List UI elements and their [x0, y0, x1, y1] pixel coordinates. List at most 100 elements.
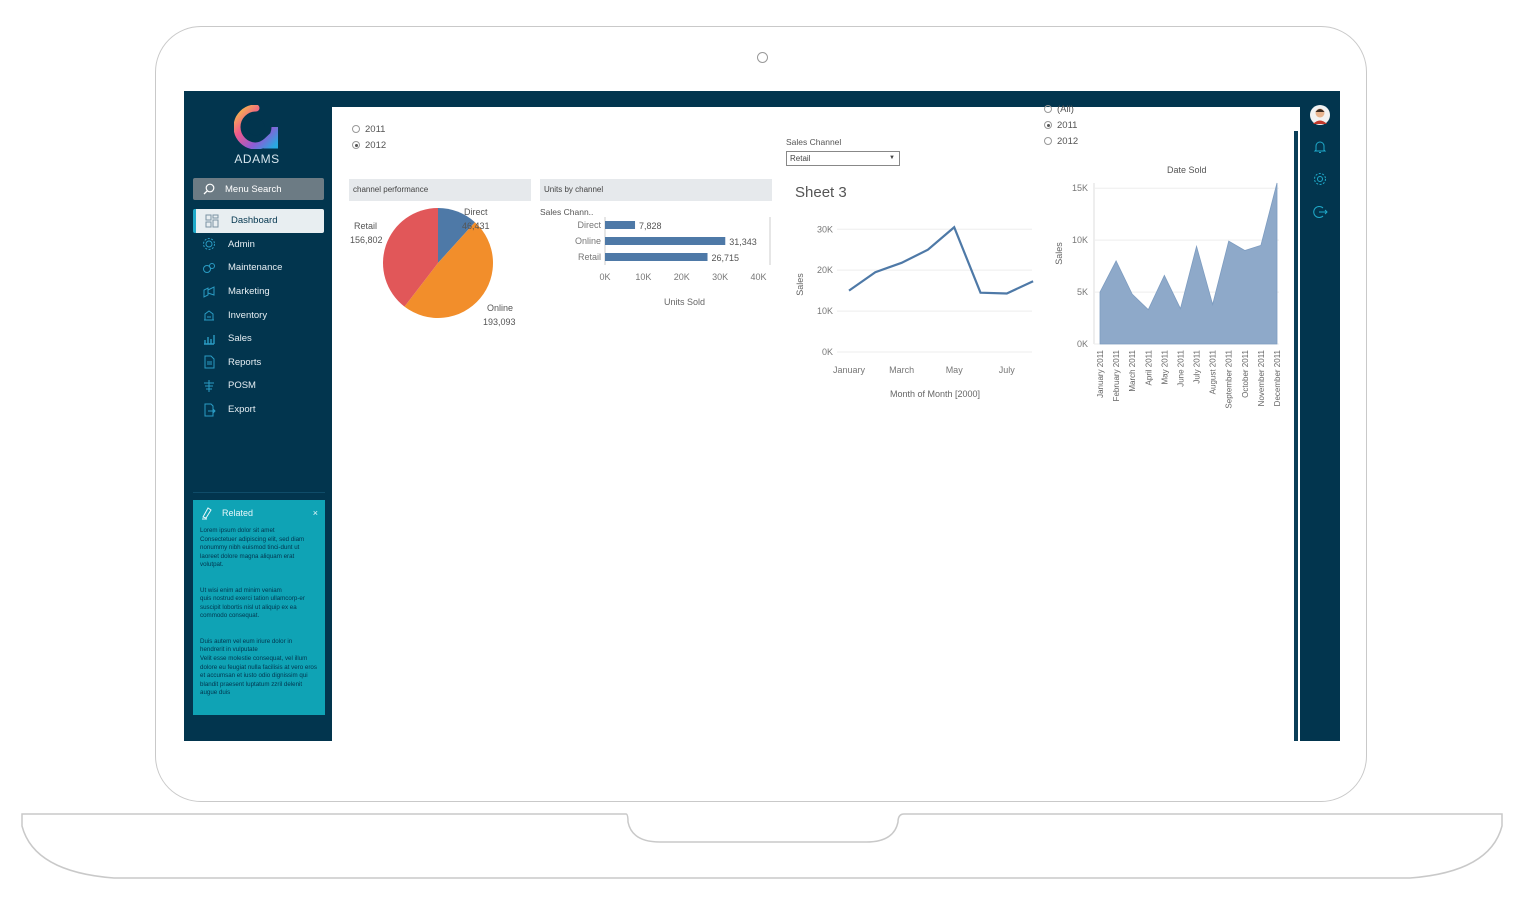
bar-category-label: Retail	[578, 252, 601, 262]
app-screen: ADAMS Menu Search Dashboard Admin Mainte…	[184, 91, 1340, 741]
sidebar-item-maintenance[interactable]: Maintenance	[193, 256, 324, 280]
bar-x-title: Units Sold	[664, 297, 706, 307]
area-x-tick: February 2011	[1112, 349, 1121, 401]
scroll-track[interactable]	[1294, 131, 1298, 741]
sidebar-item-label: Inventory	[228, 309, 268, 321]
laptop-base	[21, 813, 1503, 879]
related-p2-body: quis nostrud exerci tation ullamcorp-er …	[200, 595, 305, 620]
sidebar-item-label: Admin	[228, 238, 255, 250]
bar-x-tick: 40K	[750, 272, 766, 282]
sales-channel-select[interactable]: Retail ▼	[786, 151, 900, 166]
bar-online	[605, 237, 726, 245]
bar-category-label: Online	[575, 236, 601, 246]
sidebar-item-export[interactable]: Export	[193, 398, 324, 422]
area-x-tick: March 2011	[1128, 349, 1137, 391]
line-x-tick: March	[889, 365, 914, 375]
radio-circle	[352, 141, 360, 149]
area-x-tick: October 2011	[1241, 349, 1250, 397]
bar-value-label: 31,343	[729, 237, 757, 247]
radio-label: 2012	[1057, 135, 1079, 147]
sidebar-item-marketing[interactable]: Marketing	[193, 280, 324, 304]
bar-x-tick: 0K	[599, 272, 610, 282]
year-filter-left: 2011 2012	[352, 121, 386, 153]
dashboard-icon	[205, 214, 219, 228]
line-x-tick: January	[833, 365, 866, 375]
area-chart-title: Date Sold	[1167, 165, 1207, 175]
reports-icon	[204, 355, 215, 369]
area-chart: 0K 5K 10K 15K Sales January 2011 February 2011…	[1054, 182, 1282, 409]
pie-chart-title: channel performance	[349, 179, 531, 201]
related-p2-head: Ut wisi enim ad minim veniam	[200, 586, 282, 594]
radio-2011[interactable]: 2011	[1044, 117, 1078, 133]
bar-x-tick: 30K	[712, 272, 728, 282]
radio-label: 2011	[365, 123, 386, 135]
pie-label-retail: Retail	[354, 221, 378, 231]
pie-slice-online	[404, 222, 493, 318]
bar-x-tick: 10K	[635, 272, 651, 282]
area-x-tick: December 2011	[1273, 349, 1282, 406]
sidebar-item-label: Sales	[228, 333, 252, 345]
related-p3-body: Velit esse molestie consequat, vel illum…	[200, 655, 317, 697]
radio-all[interactable]: (All)	[1044, 101, 1078, 117]
pie-chart	[383, 208, 493, 318]
sales-channel-label: Sales Channel	[786, 137, 842, 147]
marketing-icon	[203, 285, 215, 298]
sidebar-item-reports[interactable]: Reports	[193, 351, 324, 375]
year-filter-right: (All) 2011 2012	[1044, 101, 1078, 149]
admin-icon	[203, 238, 215, 251]
line-x-tick: May	[946, 365, 964, 375]
bar-direct	[605, 221, 636, 229]
radio-2012[interactable]: 2012	[352, 137, 386, 153]
logout-icon[interactable]	[1312, 204, 1328, 220]
camera-icon	[757, 52, 768, 63]
area-y-tick: 15K	[1072, 183, 1088, 193]
sidebar-item-sales[interactable]: Sales	[193, 327, 324, 351]
area-x-tick: July 2011	[1193, 349, 1202, 383]
related-title: Related	[222, 508, 254, 518]
radio-label: 2011	[1057, 119, 1078, 131]
radio-2011[interactable]: 2011	[352, 121, 386, 137]
pie-slice-direct	[438, 208, 475, 263]
posm-icon	[204, 379, 214, 392]
line-x-title: Month of Month [2000]	[890, 389, 981, 399]
sidebar-item-dashboard[interactable]: Dashboard	[193, 209, 324, 233]
sidebar-item-label: POSM	[228, 380, 256, 392]
radio-circle	[1044, 105, 1052, 113]
sidebar-item-inventory[interactable]: Inventory	[193, 303, 324, 327]
line-y-tick: 10K	[817, 306, 833, 316]
sidebar-item-label: Maintenance	[228, 262, 283, 274]
line-chart: 0K 10K 20K 30K Sales January March May July	[795, 224, 1034, 375]
radio-circle	[1044, 121, 1052, 129]
adams-logo	[234, 105, 278, 149]
close-icon[interactable]: ×	[312, 508, 318, 518]
area-y-tick: 0K	[1077, 339, 1088, 349]
sales-icon	[204, 334, 215, 345]
radio-circle	[352, 125, 360, 133]
menu-search-label: Menu Search	[225, 183, 282, 195]
bar-chart-title: Units by channel	[540, 179, 772, 201]
line-y-tick: 0K	[822, 347, 833, 357]
bar-category-label: Direct	[577, 220, 601, 230]
export-icon	[204, 403, 216, 417]
sidebar-item-admin[interactable]: Admin	[193, 233, 324, 257]
gear-icon[interactable]	[1312, 171, 1328, 187]
menu-search-button[interactable]: Menu Search	[193, 178, 324, 200]
radio-2012[interactable]: 2012	[1044, 133, 1078, 149]
search-icon	[203, 183, 215, 195]
bell-icon[interactable]	[1312, 139, 1328, 155]
line-y-tick: 30K	[817, 224, 833, 234]
avatar[interactable]	[1310, 105, 1330, 125]
chevron-down-icon: ▼	[889, 155, 895, 161]
sidebar-item-posm[interactable]: POSM	[193, 374, 324, 398]
area-x-tick: May 2011	[1160, 349, 1169, 384]
brand-name: ADAMS	[234, 152, 280, 166]
bar-retail	[605, 253, 708, 261]
radio-label: 2012	[365, 139, 387, 151]
sidebar-item-label: Reports	[228, 356, 262, 368]
area-y-tick: 10K	[1072, 235, 1088, 245]
bar-y-title: Sales Chann..	[540, 207, 594, 217]
pie-label-direct: Direct	[464, 207, 488, 217]
line-x-tick: July	[999, 365, 1016, 375]
sidebar-item-label: Export	[228, 404, 256, 416]
right-rail	[1300, 91, 1340, 741]
